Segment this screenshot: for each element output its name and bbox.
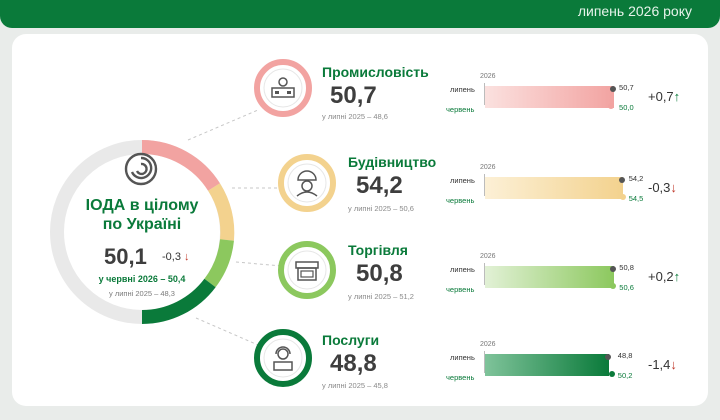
bar-val1-industry: 50,7 (619, 83, 634, 92)
bar-axis-trade (484, 263, 625, 285)
bar-val2-trade: 50,6 (619, 283, 634, 292)
sector-value-services: 48,8 (330, 350, 377, 377)
ring-segment-construction (207, 183, 235, 241)
sector-delta-services: -1,4↓ (648, 357, 677, 372)
bar-val2-services: 50,2 (617, 371, 633, 380)
bar-axis-services (484, 351, 625, 373)
bar-marker-row1-trade (610, 266, 617, 272)
bar-row2-label-trade: червень (446, 285, 475, 294)
top-band: липень 2026 року (0, 0, 720, 28)
bar-year-trade: 2026 (480, 253, 496, 260)
sector-title-construction: Будівництво (348, 154, 437, 170)
bar-marker-row1-construction (618, 177, 625, 183)
bar-row2-label-construction: червень (446, 196, 475, 205)
bar-marker-row1-industry (610, 86, 617, 92)
overall-ring-inner (70, 160, 214, 304)
bar-row2-label-services: червень (446, 373, 475, 382)
bar-year-construction: 2026 (480, 164, 496, 171)
overall-june: у червні 2026 – 50,4 (98, 274, 186, 284)
shop-icon (295, 261, 319, 281)
bar-year-services: 2026 (480, 341, 496, 348)
factory-icon (271, 77, 295, 98)
overall-delta: -0,3 ↓ (162, 251, 190, 263)
bar-axis-construction (484, 174, 625, 196)
bar-year-industry: 2026 (480, 73, 496, 80)
bar-row2-label-industry: червень (446, 105, 475, 114)
sector-title-trade: Торгівля (348, 242, 408, 258)
bar-trade (485, 266, 615, 288)
sector-delta-trade: +0,2↑ (648, 269, 681, 284)
bar-row1-label-services: липень (450, 353, 475, 362)
bar-row1-label-trade: липень (450, 265, 475, 274)
bar-industry (485, 86, 615, 108)
builder-icon (296, 170, 318, 197)
overall-block: ІОДА в цілому по Україні (72, 196, 212, 234)
arrow-down-icon: ↓ (670, 180, 677, 195)
sector-ring-trade (278, 241, 336, 299)
bar-val1-trade: 50,8 (619, 263, 634, 272)
arrow-up-icon: ↑ (673, 269, 681, 284)
bar-marker-row2-construction (619, 194, 626, 200)
sector-ring-industry (254, 59, 312, 117)
sector-title-services: Послуги (322, 332, 380, 348)
bar-services (485, 354, 610, 376)
bar-row1-label-industry: липень (450, 85, 475, 94)
overall-value: 50,1 (104, 244, 147, 269)
overall-title-line1: ІОДА в цілому (85, 197, 199, 214)
bar-row1-label-construction: липень (450, 176, 475, 185)
sector-prev-services: у липні 2025 – 45,8 (322, 381, 388, 390)
sector-delta-construction: -0,3↓ (648, 180, 677, 195)
bar-construction (485, 177, 623, 199)
overall-prev-year: у липні 2025 – 48,3 (109, 289, 175, 298)
sector-value-construction: 54,2 (356, 172, 403, 199)
bar-val1-services: 48,8 (617, 351, 633, 360)
connector-lines (187, 109, 283, 346)
arrow-up-icon: ↑ (673, 89, 681, 104)
sector-delta-industry: +0,7↑ (648, 89, 681, 104)
period-label: липень 2026 року (577, 3, 692, 19)
bar-marker-row2-industry (608, 103, 615, 109)
ring-segment-industry (141, 140, 220, 191)
sector-value-industry: 50,7 (330, 82, 377, 109)
sector-prev-construction: у липні 2025 – 50,6 (348, 204, 414, 213)
sector-prev-trade: у липні 2025 – 51,2 (348, 292, 414, 301)
sector-ring-services (254, 329, 312, 387)
bar-val2-industry: 50,0 (619, 103, 634, 112)
bar-val2-construction: 54,5 (628, 194, 644, 203)
bar-marker-row2-trade (609, 283, 616, 289)
bar-axis-industry (484, 83, 625, 105)
ring-segment-services (141, 278, 216, 324)
overall-delta-value: -0,3 (162, 251, 181, 263)
bar-marker-row2-services (608, 371, 615, 377)
sector-value-trade: 50,8 (356, 260, 403, 287)
sector-title-industry: Промисловість (322, 64, 429, 80)
operator-icon (273, 346, 293, 371)
ioda-logo-icon (124, 152, 158, 186)
overall-title-line2: по Україні (102, 216, 182, 233)
sector-prev-industry: у липні 2025 – 48,6 (322, 112, 388, 121)
sector-ring-construction (278, 154, 336, 212)
bar-marker-row1-services (605, 354, 612, 360)
ring-segment-trade (204, 239, 234, 288)
bar-val1-construction: 54,2 (628, 174, 644, 183)
arrow-down-icon: ↓ (184, 251, 190, 263)
arrow-down-icon: ↓ (670, 357, 677, 372)
